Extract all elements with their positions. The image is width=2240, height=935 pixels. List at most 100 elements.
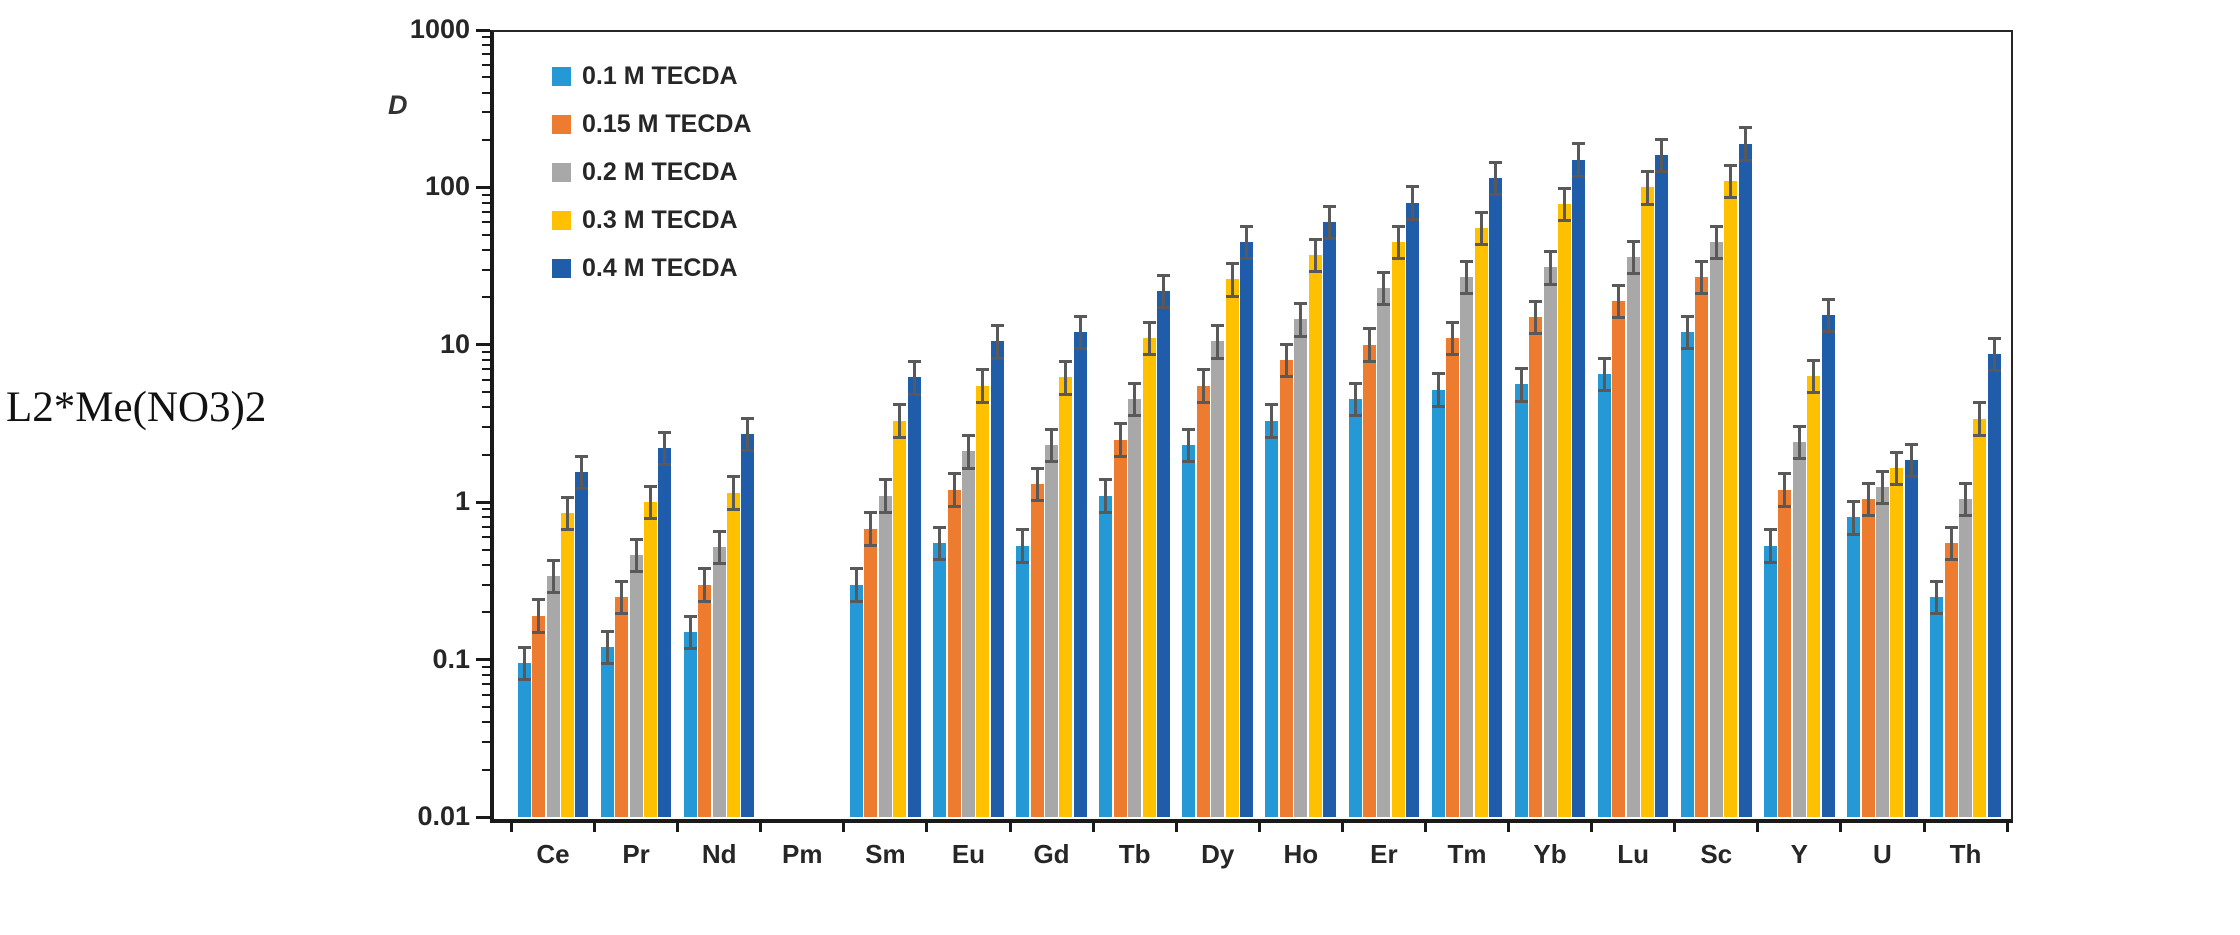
error-bar-cap-bottom <box>907 392 921 396</box>
error-bar-cap-bottom <box>947 504 961 508</box>
bar <box>878 495 892 817</box>
error-bar-cap-top <box>1225 262 1239 266</box>
error-bar-cap-top <box>1987 336 2001 340</box>
error-bar-line <box>1118 423 1122 456</box>
bar <box>1156 290 1170 817</box>
error-bar-line <box>580 455 584 489</box>
error-bar-line <box>1396 225 1400 259</box>
error-bar-cap-bottom <box>1695 292 1709 296</box>
y-minor-tick <box>482 44 490 47</box>
y-minor-tick <box>482 36 490 39</box>
error-bar-cap-bottom <box>1016 560 1030 564</box>
error-bar-line <box>1270 404 1274 437</box>
error-bar-cap-bottom <box>1764 560 1778 564</box>
error-bar-cap-bottom <box>1655 170 1669 174</box>
error-bar-line <box>703 568 707 601</box>
bar <box>532 615 546 817</box>
error-bar-cap-top <box>1265 403 1279 407</box>
error-bar-line <box>1866 482 1870 515</box>
error-bar-cap-top <box>1973 401 1987 405</box>
legend-swatch <box>552 258 571 278</box>
error-bar-cap-bottom <box>1431 404 1445 408</box>
bar <box>1944 543 1958 817</box>
error-bar-line <box>1161 274 1165 307</box>
error-bar-cap-bottom <box>1113 454 1127 458</box>
error-bar-cap-bottom <box>933 558 947 562</box>
x-axis-tick <box>1091 821 1095 832</box>
error-bar-cap-top <box>1323 204 1337 208</box>
legend-label: 0.2 M TECDA <box>582 157 738 186</box>
error-bar-line <box>1631 240 1635 274</box>
bar <box>990 341 1004 817</box>
error-bar-line <box>634 538 638 572</box>
x-axis-tick <box>1507 821 1511 832</box>
error-bar-cap-bottom <box>1279 375 1293 379</box>
error-bar-cap-bottom <box>727 507 741 511</box>
bar <box>1543 267 1557 817</box>
error-bar-cap-bottom <box>1128 414 1142 418</box>
error-bar-line <box>1602 357 1606 391</box>
error-bar-cap-top <box>1045 427 1059 431</box>
bar <box>1778 489 1792 817</box>
error-bar-line <box>1367 328 1371 361</box>
error-bar-cap-bottom <box>615 612 629 616</box>
y-minor-tick <box>482 249 490 252</box>
x-category-label: Yb <box>1533 839 1567 869</box>
bar <box>1196 385 1210 817</box>
error-bar-cap-top <box>1059 360 1073 364</box>
bar <box>933 543 947 817</box>
bar <box>1406 202 1420 817</box>
x-axis-tick <box>925 821 929 832</box>
error-bar-cap-top <box>1680 314 1694 318</box>
legend-item: 0.2 M TECDA <box>552 148 751 196</box>
bar <box>1073 332 1087 817</box>
bar <box>1045 445 1059 817</box>
error-bar-cap-top <box>1099 478 1113 482</box>
bar <box>1695 276 1709 817</box>
x-axis-tick <box>593 821 597 832</box>
x-axis-tick <box>842 821 846 832</box>
x-axis-tick <box>1922 821 1926 832</box>
bar <box>712 546 726 817</box>
x-axis-tick <box>1673 821 1677 832</box>
error-bar-line <box>1880 470 1884 504</box>
error-bar-cap-bottom <box>1778 504 1792 508</box>
x-category-label: Lu <box>1617 839 1650 869</box>
y-minor-tick <box>482 201 490 204</box>
error-bar-line <box>995 325 999 358</box>
bar <box>658 448 672 817</box>
error-bar-cap-bottom <box>864 543 878 547</box>
bar <box>741 434 755 817</box>
error-bar-cap-top <box>1431 372 1445 376</box>
error-bar-cap-top <box>1156 273 1170 277</box>
bar <box>629 555 643 817</box>
x-axis-tick <box>1008 821 1012 832</box>
y-minor-tick <box>482 359 490 362</box>
error-bar-cap-bottom <box>600 662 614 666</box>
error-bar-cap-bottom <box>1073 347 1087 351</box>
error-bar-cap-top <box>1626 239 1640 243</box>
error-bar-cap-top <box>878 478 892 482</box>
error-bar-cap-bottom <box>1821 329 1835 333</box>
y-minor-tick <box>482 665 490 668</box>
error-bar-cap-top <box>1641 170 1655 174</box>
x-axis-tick <box>1839 821 1843 832</box>
bar <box>850 584 864 817</box>
y-minor-tick <box>482 53 490 56</box>
error-bar-cap-bottom <box>1861 513 1875 517</box>
legend-swatch <box>552 66 571 86</box>
error-bar-line <box>1064 361 1068 394</box>
error-bar-line <box>869 512 873 545</box>
error-bar-line <box>1479 211 1483 245</box>
error-bar-line <box>688 615 692 648</box>
bar <box>1099 495 1113 817</box>
error-bar-cap-top <box>1778 472 1792 476</box>
bar <box>1764 545 1778 817</box>
bar <box>1904 460 1918 817</box>
error-bar-cap-bottom <box>850 599 864 603</box>
error-bar-cap-top <box>1460 259 1474 263</box>
error-bar-cap-top <box>1709 224 1723 228</box>
bar <box>1142 338 1156 817</box>
y-minor-tick <box>482 705 490 708</box>
